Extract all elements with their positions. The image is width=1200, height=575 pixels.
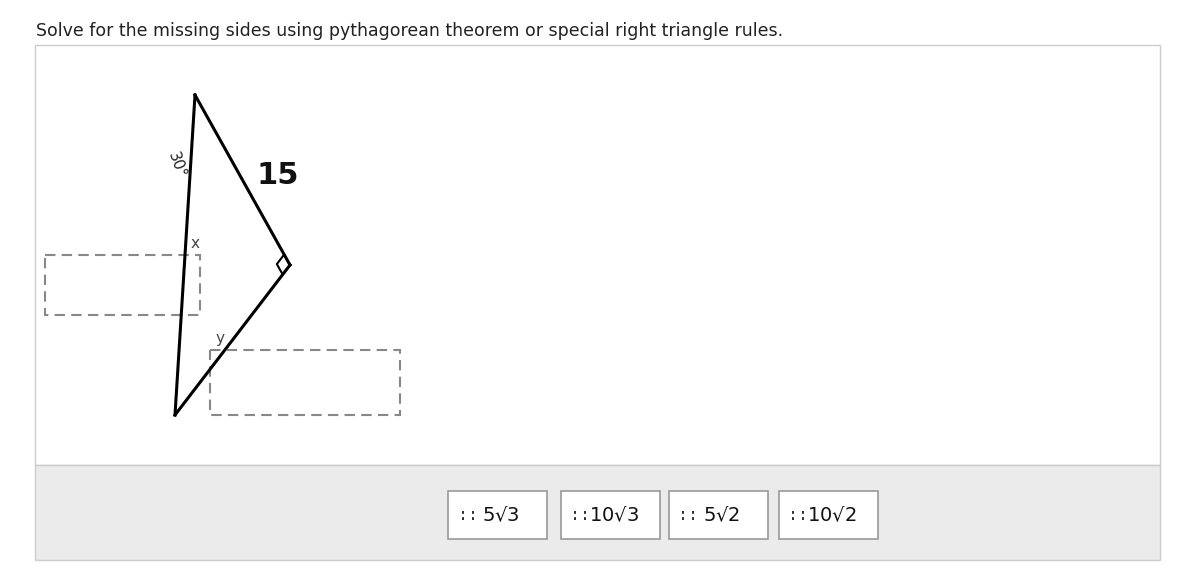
Bar (35, 465, 1160, 560)
Text: 15: 15 (257, 160, 299, 190)
Bar (35, 45, 1160, 465)
Text: $10√3$: $10√3$ (589, 505, 640, 525)
Text: ::: :: (788, 506, 809, 524)
FancyBboxPatch shape (448, 491, 546, 539)
FancyBboxPatch shape (560, 491, 660, 539)
Text: $5√2$: $5√2$ (703, 505, 740, 525)
Text: ::: :: (457, 506, 478, 524)
Text: x: x (191, 236, 199, 251)
Text: 30°: 30° (166, 150, 188, 181)
Text: ::: :: (570, 506, 590, 524)
FancyBboxPatch shape (668, 491, 768, 539)
Text: y: y (215, 331, 224, 346)
Bar (46, 255, 200, 315)
Text: $10√2$: $10√2$ (808, 505, 857, 525)
Text: ::: :: (678, 506, 698, 524)
FancyBboxPatch shape (779, 491, 877, 539)
Text: Solve for the missing sides using pythagorean theorem or special right triangle : Solve for the missing sides using pythag… (36, 22, 784, 40)
Text: $5√3$: $5√3$ (482, 505, 520, 525)
Bar (210, 350, 400, 415)
